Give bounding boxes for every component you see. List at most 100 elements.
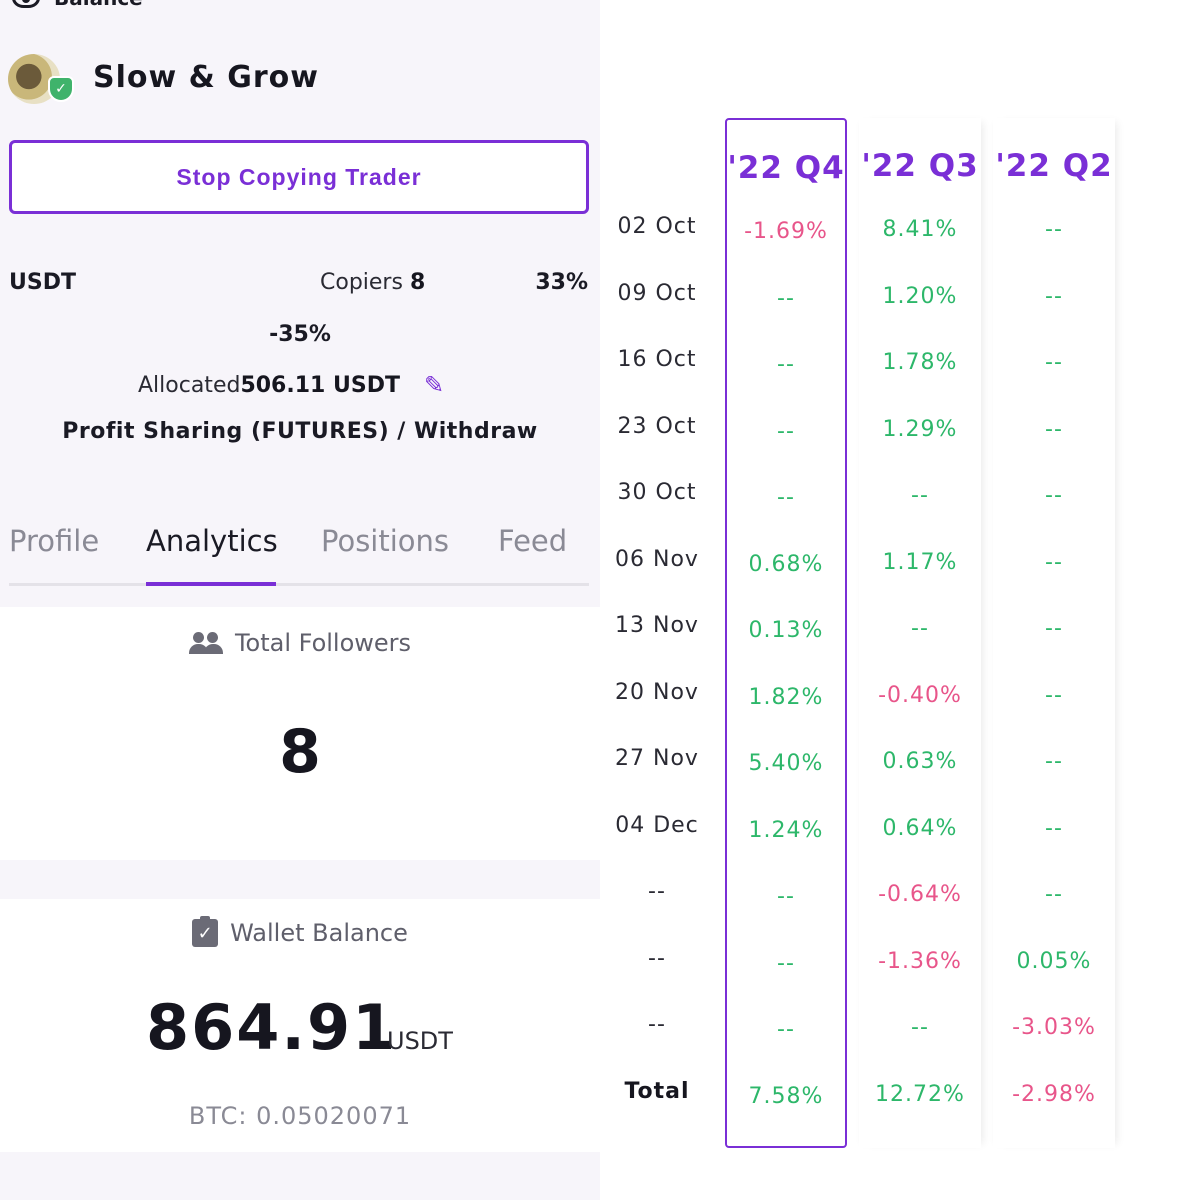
return-cell-q2: -- — [1045, 217, 1063, 242]
profit-sharing-link[interactable]: Profit Sharing (FUTURES) / Withdraw — [62, 419, 538, 444]
row-date: 06 Nov — [615, 546, 699, 572]
return-cell-q2: -- — [1045, 882, 1063, 907]
return-cell-q2: -- — [1045, 815, 1063, 841]
followers-count: 8 — [279, 717, 321, 787]
wallet-card: ✓ Wallet Balance 864.91 USDT BTC: 0.0502… — [0, 899, 600, 1152]
return-cell-q2: -2.98% — [1012, 1081, 1096, 1107]
return-cell-q4: -1.69% — [744, 219, 828, 244]
return-cell-q3: 8.41% — [882, 217, 958, 242]
return-cell-q4: 5.40% — [748, 751, 824, 776]
return-cell-q3: 0.63% — [882, 749, 958, 774]
percent-stat: 33% — [535, 270, 588, 295]
row-date: 20 Nov — [615, 679, 699, 705]
return-cell-q4: -- — [777, 1017, 795, 1042]
return-cell-q2: -- — [1045, 682, 1063, 708]
return-cell-q3: 12.72% — [875, 1081, 965, 1107]
row-date: 09 Oct — [617, 280, 697, 306]
allocated-value: 506.11 USDT — [240, 372, 400, 398]
copiers-label: Copiers — [320, 270, 403, 295]
return-cell-q4: 1.24% — [748, 817, 824, 843]
return-cell-q3: -0.40% — [878, 682, 962, 708]
tab-positions[interactable]: Positions — [321, 524, 450, 558]
return-cell-q2: 0.05% — [1016, 948, 1092, 974]
return-cell-q3: 1.29% — [882, 416, 958, 442]
followers-header: Total Followers — [0, 629, 600, 657]
return-cell-q4: 1.82% — [748, 684, 824, 710]
wallet-balance-value: 864.91 — [146, 991, 398, 1064]
return-cell-q3: -0.64% — [878, 882, 962, 907]
column-header-q2: '22 Q2 — [995, 148, 1113, 184]
balance-header[interactable]: Balance — [12, 0, 143, 10]
allocated-row: Allocated 506.11 USDT ✎ — [138, 371, 444, 399]
return-cell-q2: -- — [1045, 616, 1063, 641]
row-date: Total — [624, 1078, 690, 1104]
active-tab-indicator — [146, 582, 276, 586]
row-date: 23 Oct — [617, 413, 697, 439]
followers-card: Total Followers 8 — [0, 607, 600, 860]
return-cell-q4: -- — [777, 418, 795, 444]
row-date: 02 Oct — [617, 214, 697, 239]
column-q3[interactable]: '22 Q3 8.41% 1.20% 1.78% 1.29% -- 1.17% -- -0.4… — [859, 118, 981, 1148]
return-cell-q4: -- — [777, 950, 795, 976]
return-cell-q3: -- — [911, 616, 929, 641]
currency-label: USDT — [9, 270, 76, 295]
return-cell-q4: -- — [777, 285, 795, 311]
return-cell-q4: 0.13% — [748, 618, 824, 643]
copiers-stat: Copiers 8 — [320, 270, 425, 295]
trader-avatar[interactable]: ✓ — [8, 54, 74, 104]
return-cell-q4: -- — [777, 485, 795, 510]
verified-shield-icon: ✓ — [48, 76, 74, 102]
return-cell-q3: 1.20% — [882, 283, 958, 309]
return-cell-q2: -3.03% — [1012, 1015, 1096, 1040]
row-date: 27 Nov — [615, 746, 699, 771]
trader-panel: Balance ✓ Slow & Grow Stop Copying Trade… — [0, 0, 600, 1152]
wallet-header: ✓ Wallet Balance — [0, 916, 600, 947]
row-date: -- — [648, 879, 666, 904]
return-cell-q3: 1.78% — [882, 350, 958, 375]
row-date: -- — [648, 945, 666, 971]
people-icon — [188, 632, 223, 654]
row-date: -- — [648, 1012, 666, 1037]
row-date: 30 Oct — [617, 480, 697, 505]
wallet-label: Wallet Balance — [230, 919, 408, 947]
balance-label: Balance — [54, 0, 143, 10]
return-cell-q2: -- — [1045, 416, 1063, 442]
return-cell-q2: -- — [1045, 283, 1063, 309]
weekly-returns-table: '22 Q4 -1.69% -- -- -- -- 0.68% 0.13% 1.82% 5.40… — [600, 0, 1200, 1200]
return-cell-q4: 7.58% — [748, 1083, 824, 1109]
return-cell-q4: -- — [777, 884, 795, 909]
column-header-q3: '22 Q3 — [861, 148, 979, 184]
return-cell-q3: -- — [911, 483, 929, 508]
column-q4[interactable]: '22 Q4 -1.69% -- -- -- -- 0.68% 0.13% 1.82% 5.40… — [725, 118, 847, 1148]
column-q2[interactable]: '22 Q2 -- -- -- -- -- -- -- -- -- -- -- 0.05% -3.03%… — [993, 118, 1115, 1148]
return-cell-q2: -- — [1045, 549, 1063, 575]
roi-percent: -35% — [269, 322, 331, 347]
return-cell-q4: -- — [777, 352, 795, 377]
tab-profile[interactable]: Profile — [9, 524, 100, 558]
followers-label: Total Followers — [234, 629, 412, 657]
column-header-q4: '22 Q4 — [727, 150, 845, 186]
row-date: 13 Nov — [615, 613, 699, 638]
return-cell-q3: -1.36% — [878, 948, 962, 974]
stop-copying-button[interactable]: Stop Copying Trader — [9, 140, 589, 214]
wallet-balance-unit: USDT — [387, 1027, 453, 1055]
pencil-icon[interactable]: ✎ — [423, 371, 445, 399]
eye-icon[interactable] — [12, 0, 40, 8]
return-cell-q2: -- — [1045, 350, 1063, 375]
return-cell-q4: 0.68% — [748, 551, 824, 577]
return-cell-q2: -- — [1045, 749, 1063, 774]
trader-name[interactable]: Slow & Grow — [93, 60, 320, 95]
tab-analytics[interactable]: Analytics — [146, 524, 278, 558]
tab-feed[interactable]: Feed — [498, 524, 568, 558]
return-cell-q2: -- — [1045, 483, 1063, 508]
return-cell-q3: 1.17% — [882, 549, 958, 575]
row-date: 16 Oct — [617, 347, 697, 372]
tab-bar: Profile Analytics Positions Feed — [9, 520, 589, 586]
clipboard-check-icon: ✓ — [192, 916, 219, 947]
row-date: 04 Dec — [615, 812, 699, 838]
return-cell-q3: -- — [911, 1015, 929, 1040]
return-cell-q3: 0.64% — [882, 815, 958, 841]
allocated-label: Allocated — [138, 372, 241, 398]
btc-equivalent: BTC: 0.05020071 — [188, 1102, 412, 1130]
copiers-value: 8 — [409, 270, 426, 295]
